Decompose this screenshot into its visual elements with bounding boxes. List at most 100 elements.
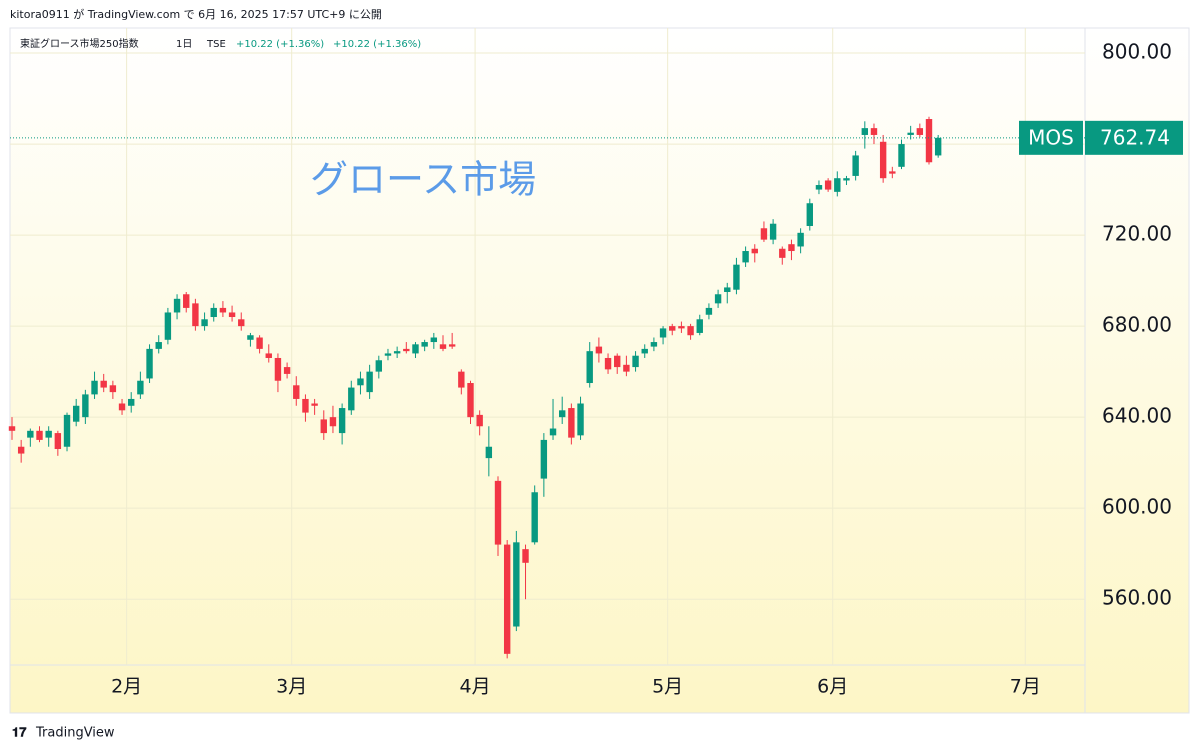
candle-body (879, 141, 887, 179)
candle-body (348, 387, 355, 411)
candle-body (769, 223, 777, 240)
candle-body (714, 294, 722, 304)
candle-body (164, 312, 172, 340)
candle-body (843, 178, 850, 181)
x-tick-label: 6月 (817, 676, 848, 698)
candle-body (705, 307, 713, 315)
candle-body (100, 380, 107, 388)
y-tick-label: 640.00 (1102, 404, 1172, 428)
candle-body (623, 364, 630, 372)
candle-body (137, 380, 144, 395)
candle-body (540, 439, 548, 479)
candle-body (128, 398, 135, 406)
candle-body (91, 380, 98, 395)
candle-body (779, 248, 786, 258)
candle-body (925, 119, 933, 163)
candle-body (228, 312, 236, 318)
candle-body (852, 155, 859, 176)
price-label-value: 762.74 (1100, 125, 1170, 149)
candle-body (659, 328, 667, 338)
candle-body (549, 428, 557, 436)
candle-body (283, 367, 291, 374)
candle-body (430, 337, 438, 343)
candle-body (760, 228, 768, 240)
candle-body (375, 360, 382, 372)
candle-body (210, 307, 217, 318)
candle-body (650, 342, 658, 347)
candle-body (118, 403, 126, 411)
candle-body (641, 348, 648, 354)
candle-body (870, 128, 878, 135)
candle-body (412, 344, 419, 354)
candle-body (604, 357, 612, 370)
candle-body (834, 178, 841, 192)
candle-body (824, 180, 832, 190)
candle-body (513, 542, 520, 627)
watermark: グロース市場 (310, 158, 536, 202)
legend-exchange: TSE (206, 39, 226, 50)
candle-body (568, 408, 575, 438)
candle-body (155, 342, 162, 349)
candle-body (595, 346, 603, 354)
candle-body (384, 353, 392, 356)
candle-body (907, 132, 914, 135)
candle-body (256, 337, 263, 349)
candle-body (503, 544, 511, 654)
candle-body (577, 403, 584, 436)
candle-body (109, 385, 117, 393)
legend-change: +10.22 (+1.36%) (333, 39, 421, 50)
candle-body (797, 232, 804, 247)
legend-symbol: 東証グロース市場250指数 (20, 37, 139, 50)
candle-body (173, 298, 181, 313)
candle-body (329, 417, 337, 427)
candle-body (687, 326, 694, 336)
candle-body (8, 426, 16, 431)
candle-body (201, 319, 208, 327)
x-tick-label: 2月 (111, 676, 142, 698)
candle-body (302, 398, 309, 413)
candle-body (485, 446, 493, 459)
candle-body (63, 414, 71, 447)
candle-body (274, 357, 282, 381)
price-label-box (1085, 120, 1183, 155)
candle-body (788, 244, 795, 252)
candle-body (72, 405, 80, 422)
chart-panel (9, 27, 1190, 714)
legend-change: +10.22 (+1.36%) (236, 39, 324, 50)
candle-body (861, 128, 869, 135)
candle-body (366, 371, 373, 393)
candle-body (614, 355, 621, 368)
candle-body (320, 419, 327, 434)
y-tick-label: 680.00 (1102, 313, 1172, 337)
candle-body (751, 248, 758, 254)
candle-body (586, 351, 593, 384)
candle-body (934, 137, 942, 156)
candle-body (17, 446, 25, 454)
candle-body (338, 408, 346, 434)
candle-body (724, 287, 731, 292)
price-label-name: MOS (1028, 125, 1074, 149)
candle-body (45, 430, 52, 438)
x-tick-label: 3月 (276, 676, 307, 698)
candle-body (82, 394, 89, 418)
candle-body (494, 480, 502, 545)
x-tick-label: 7月 (1010, 676, 1041, 698)
candle-body (448, 344, 456, 347)
candle-body (632, 355, 639, 368)
candle-body (742, 251, 749, 263)
candle-body (898, 144, 905, 167)
candle-body (183, 294, 190, 308)
candle-body (36, 430, 43, 440)
candle-body (522, 549, 529, 563)
candle-body (467, 383, 474, 418)
candle-body (439, 344, 447, 349)
candle-body (669, 326, 676, 331)
x-tick-label: 4月 (460, 676, 491, 698)
candle-body (247, 335, 254, 340)
candle-body (806, 203, 813, 226)
candle-body (146, 348, 153, 379)
candle-body (733, 264, 740, 290)
candle-body (815, 185, 823, 190)
